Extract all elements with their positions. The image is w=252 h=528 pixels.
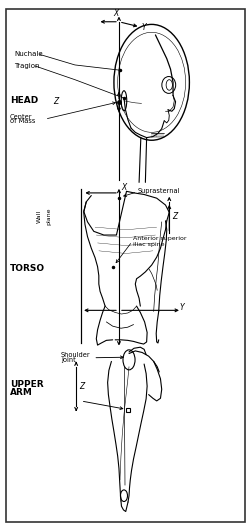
Text: Z: Z (172, 212, 177, 221)
Text: Center: Center (10, 114, 32, 119)
Text: Y: Y (179, 303, 184, 312)
Text: Wall: Wall (37, 210, 42, 223)
Text: Nuchale: Nuchale (14, 51, 43, 58)
Text: ARM: ARM (10, 388, 33, 397)
Text: plane: plane (46, 208, 51, 225)
Text: Suprasternal: Suprasternal (137, 188, 180, 194)
Text: Y: Y (141, 23, 145, 32)
Text: Z: Z (53, 97, 58, 106)
Text: joint: joint (61, 357, 76, 363)
Text: X: X (120, 183, 126, 192)
Text: Shoulder: Shoulder (61, 352, 90, 357)
Text: of Mass: of Mass (10, 118, 35, 124)
Text: Anterior superior: Anterior superior (132, 236, 185, 241)
Text: X: X (113, 9, 118, 18)
Text: Tragion: Tragion (14, 63, 40, 69)
Text: iliac spine: iliac spine (132, 242, 164, 247)
Text: HEAD: HEAD (10, 96, 38, 105)
Text: Z: Z (79, 382, 84, 391)
Text: TORSO: TORSO (10, 263, 45, 273)
Text: UPPER: UPPER (10, 380, 43, 389)
